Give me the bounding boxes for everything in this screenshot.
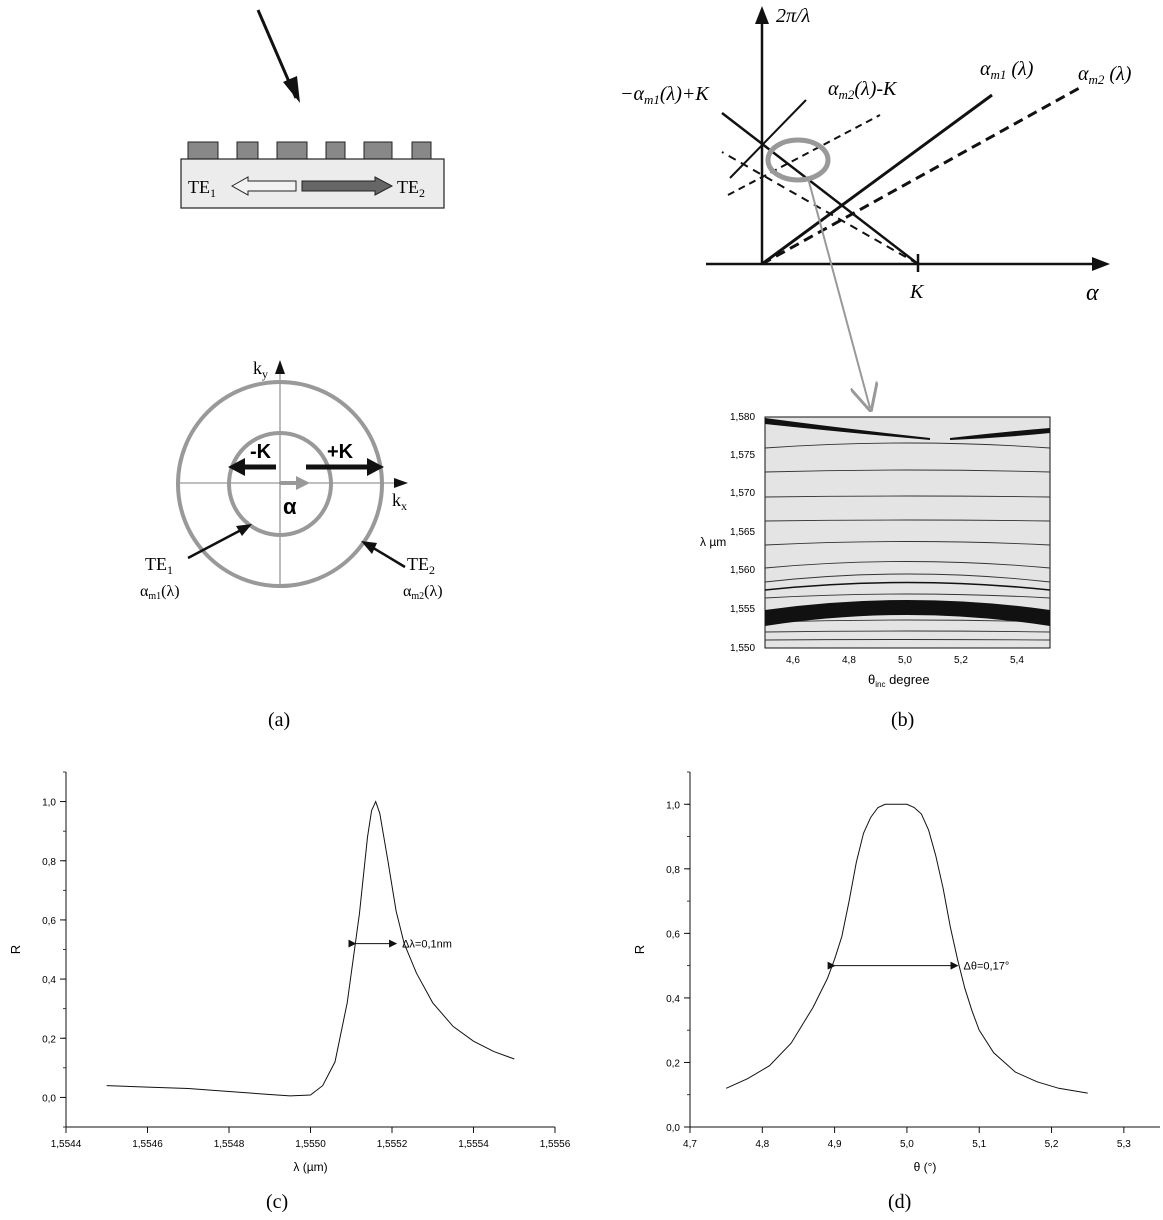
b-k-tick-label: K (909, 281, 925, 303)
contour-xtick: 5,0 (898, 655, 912, 666)
te1-circle (227, 431, 333, 537)
contour-ytick: 1,570 (730, 488, 755, 499)
caption-b: (b) (891, 709, 914, 731)
plus-k-label: +K (327, 441, 354, 463)
line-am2 (761, 84, 1084, 266)
grating-te1-label: TE1 (188, 177, 216, 200)
series-line (106, 800, 515, 1097)
y-tick-label: 0,2 (42, 1034, 56, 1045)
y-tick-label: 1,0 (666, 800, 680, 811)
width-annotation: Δλ=0,1nm (402, 939, 452, 951)
te1-arrow (230, 176, 297, 196)
te2-label: TE2 (407, 554, 435, 577)
te1-alpha-label: αm1(λ) (140, 583, 180, 602)
x-axis-label: θ (°) (914, 1160, 937, 1174)
y-axis-label: R (8, 945, 23, 954)
contour-xtick: 5,4 (1010, 655, 1024, 666)
alpha-label: α (283, 494, 297, 519)
x-axis-label: λ (µm) (293, 1160, 327, 1174)
x-tick-label: 1,5546 (132, 1139, 163, 1150)
contour-ylabel: λ µm (700, 535, 726, 549)
x-tick-label: 4,9 (828, 1139, 842, 1150)
contour-x-ticks: 4,6 4,8 5,0 5,2 5,4 (786, 655, 1024, 666)
contour-xtick: 5,2 (954, 655, 968, 666)
x-tick-label: 1,5548 (214, 1139, 245, 1150)
y-axis-label: R (632, 945, 647, 954)
panel-a: TE1 TE2 -K +K α ky kx TE1 (140, 9, 445, 731)
contour-ytick: 1,575 (730, 450, 755, 461)
label-am1: αm1 (λ) (980, 58, 1034, 82)
te1-label: TE1 (145, 554, 173, 577)
contour-xlabel: θinc degree (868, 672, 930, 689)
y-tick-label: 0,8 (666, 865, 680, 876)
y-tick-label: 0,4 (42, 975, 56, 986)
dispersion-diagram: 2π/λ α K αm1 (λ) αm2 (λ) −αm1(λ)+K αm2(λ… (620, 5, 1132, 408)
line-short (729, 99, 807, 179)
label-am2-minus-k: αm2(λ)-K (828, 78, 898, 102)
kx-label: kx (392, 490, 407, 513)
contour-ytick: 1,560 (730, 565, 755, 576)
te2-circle (176, 380, 384, 588)
x-tick-label: 1,5554 (458, 1139, 489, 1150)
y-tick-label: 0,6 (42, 916, 56, 927)
y-tick-label: 0,4 (666, 994, 680, 1005)
y-tick-label: 0,0 (666, 1123, 680, 1134)
x-tick-label: 4,8 (755, 1139, 769, 1150)
b-y-axis-label: 2π/λ (776, 5, 811, 27)
caption-c: (c) (266, 1191, 288, 1213)
x-tick-label: 1,5552 (377, 1139, 408, 1150)
zoom-arrow (807, 177, 870, 408)
y-tick-label: 0,0 (42, 1093, 56, 1104)
grating-teeth (187, 141, 432, 160)
te2-pointer (369, 544, 406, 569)
b-x-axis-label: α (1086, 280, 1099, 306)
line-am1 (761, 93, 993, 266)
kspace-diagram: -K +K α ky kx TE1 αm1(λ) TE2 αm2(λ) (140, 358, 443, 602)
x-tick-label: 1,5544 (51, 1139, 82, 1150)
label-am2: αm2 (λ) (1078, 63, 1132, 87)
series-line (725, 803, 1088, 1094)
line-minus-am1 (721, 112, 919, 265)
contour-ytick: 1,550 (730, 643, 755, 654)
label-minus-am1: −αm1(λ)+K (620, 83, 710, 107)
crossing-highlight (765, 137, 831, 183)
minus-k-label: -K (250, 441, 272, 463)
chart-reflectance-angle: 4,7 4,8 4,9 5,0 5,1 5,2 5,3 0,0 0,2 0,4 0,6 0,8 1,0 Δ… (632, 771, 1160, 1174)
ky-label: ky (253, 358, 268, 381)
y-tick-label: 1,0 (42, 798, 56, 809)
x-tick-label: 5,2 (1045, 1139, 1059, 1150)
contour-xtick: 4,6 (786, 655, 800, 666)
x-tick-label: 1,5550 (295, 1139, 326, 1150)
y-tick-label: 0,6 (666, 929, 680, 940)
caption-d: (d) (888, 1191, 911, 1213)
contour-ytick: 1,565 (730, 527, 755, 538)
y-tick-label: 0,2 (666, 1058, 680, 1069)
width-annotation: Δθ=0,17° (964, 961, 1010, 973)
x-tick-label: 5,0 (900, 1139, 914, 1150)
contour-ytick: 1,555 (730, 604, 755, 615)
contour-xtick: 4,8 (842, 655, 856, 666)
x-tick-label: 5,3 (1117, 1139, 1131, 1150)
x-tick-label: 1,5556 (540, 1139, 571, 1150)
te2-alpha-label: αm2(λ) (403, 583, 443, 602)
resonance-band (765, 600, 1050, 626)
caption-a: (a) (268, 709, 290, 731)
contour-y-ticks: 1,550 1,555 1,560 1,565 1,570 1,575 1,58… (730, 412, 755, 654)
line-minus-am2 (721, 151, 919, 265)
x-tick-label: 5,1 (972, 1139, 986, 1150)
te1-pointer (187, 527, 244, 560)
x-tick-label: 4,7 (683, 1139, 697, 1150)
y-tick-label: 0,8 (42, 857, 56, 868)
line-am2-minus-k (727, 114, 881, 196)
te2-arrow (301, 176, 394, 196)
panel-b: 2π/λ α K αm1 (λ) αm2 (λ) −αm1(λ)+K αm2(λ… (620, 5, 1132, 731)
chart-reflectance-wavelength: 1,5544 1,5546 1,5548 1,5550 1,5552 1,5554 1,55… (8, 771, 571, 1174)
grating-te2-label: TE2 (397, 177, 425, 200)
contour-plot: 1,550 1,555 1,560 1,565 1,570 1,575 1,58… (700, 412, 1051, 689)
contour-ytick: 1,580 (730, 412, 755, 423)
